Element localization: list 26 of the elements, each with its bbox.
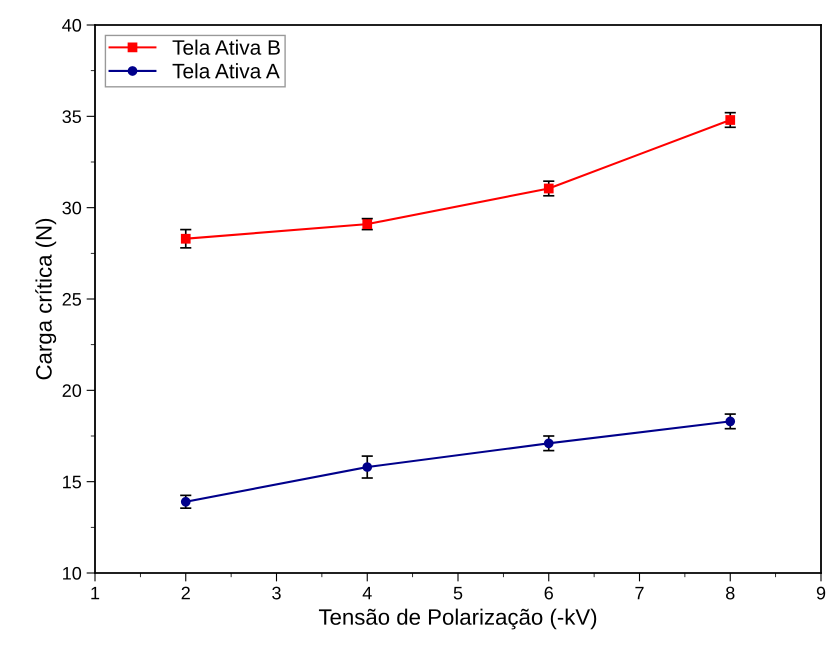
y-tick-label: 35 [62, 110, 82, 124]
x-tick-label: 3 [272, 586, 281, 600]
point [362, 462, 372, 472]
y-tick-label: 15 [63, 476, 82, 488]
point [544, 438, 554, 448]
point [180, 234, 191, 244]
x-tick-label: 1 [91, 586, 100, 600]
y-tick-label: 20 [62, 384, 82, 398]
point [544, 184, 554, 194]
y-tick-label: 10 [63, 566, 82, 580]
y-axis-title: Carga crítica (N) [35, 218, 56, 380]
point [725, 416, 736, 426]
x-tick-label: 5 [454, 586, 462, 600]
x-tick-label: 8 [726, 586, 734, 600]
legend-label: Tela Ativa B [172, 40, 280, 55]
x-tick-label: 2 [182, 586, 190, 600]
x-tick-label: 7 [635, 586, 644, 600]
point [725, 115, 736, 125]
y-tick-label: 25 [62, 292, 82, 306]
x-tick-label: 9 [816, 586, 826, 600]
x-axis-title: Tensão de Polarização (-kV) [318, 608, 596, 630]
y-tick-label: 30 [62, 202, 82, 214]
y-tick-label: 40 [62, 18, 82, 32]
x-tick-label: 4 [362, 586, 372, 600]
x-tick-label: 6 [544, 586, 553, 600]
legend-label: Tela Ativa A [172, 63, 280, 78]
